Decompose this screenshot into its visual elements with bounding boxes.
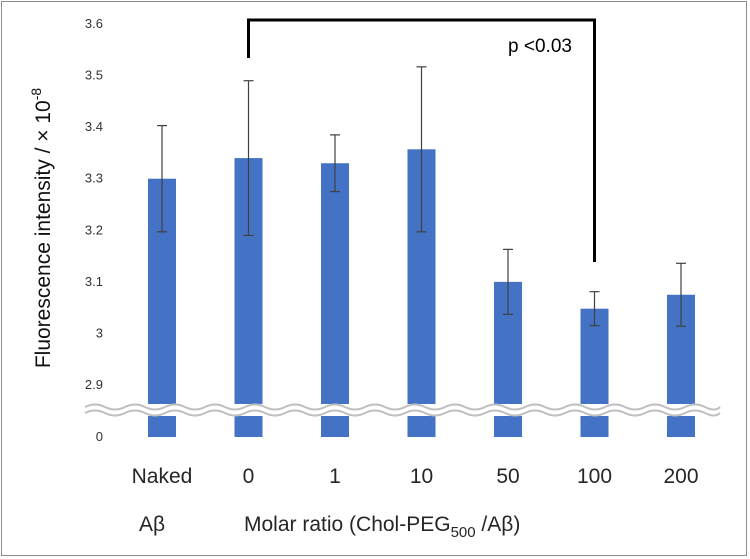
- y-tick-label: 3.2: [85, 222, 103, 237]
- y-tick-label: 2.9: [85, 377, 103, 392]
- y-tick-label: 3.3: [85, 171, 103, 186]
- x-tick-label: 10: [410, 465, 433, 488]
- y-tick-label: 0: [96, 429, 103, 444]
- x-tick-label: Naked: [132, 465, 193, 488]
- bracket-line: [247, 18, 596, 262]
- bar: [321, 163, 349, 437]
- y-tick-label: 3.4: [85, 119, 103, 134]
- group-label-abeta: Aβ: [139, 513, 165, 536]
- axis-break-line-upper: [84, 403, 721, 411]
- x-tick-label: 0: [243, 465, 255, 488]
- y-tick-labels: 3.6 3.5 3.4 3.3 3.2 3.1 3 2.9 0: [85, 16, 103, 444]
- y-tick-label: 3: [96, 325, 103, 340]
- significance-bracket: p <0.03: [247, 18, 596, 262]
- x-axis-label: Molar ratio (Chol-PEG500 /Aβ): [244, 513, 520, 541]
- x-tick-label: 1: [329, 465, 341, 488]
- p-value-label: p <0.03: [508, 36, 572, 57]
- y-axis-label: Fluorescence intensity / × 10-8: [28, 88, 55, 369]
- axis-break-line-lower: [84, 409, 721, 417]
- y-tick-label: 3.1: [85, 274, 103, 289]
- x-tick-labels: Naked 0 1 10 50 100 200: [132, 465, 699, 488]
- y-tick-label: 3.5: [85, 68, 103, 83]
- axis-break: [84, 403, 734, 417]
- x-tick-label: 100: [577, 465, 612, 488]
- y-tick-label: 3.6: [85, 16, 103, 31]
- x-tick-label: 50: [496, 465, 519, 488]
- error-bars: [157, 66, 686, 327]
- x-tick-label: 200: [663, 465, 698, 488]
- bar: [580, 308, 609, 437]
